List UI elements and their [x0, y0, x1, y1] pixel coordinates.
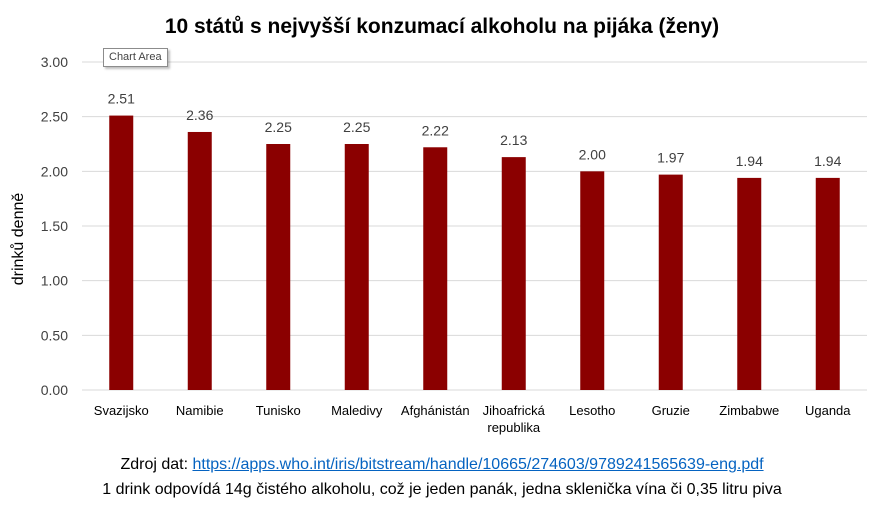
source-link[interactable]: https://apps.who.int/iris/bitstream/hand…	[192, 456, 764, 473]
y-tick-label: 2.00	[41, 163, 68, 179]
x-tick-labels: Svazijsko Namibie Tunisko Maledivy Afghánist…	[94, 403, 851, 435]
bar[interactable]	[344, 144, 369, 390]
bar[interactable]	[423, 147, 448, 390]
y-tick-label: 2.50	[41, 109, 68, 125]
x-tick-label: Tunisko	[256, 403, 301, 418]
drink-note: 1 drink odpovídá 14g čistého alkoholu, c…	[102, 481, 782, 498]
source-label: Zdroj dat:	[120, 456, 193, 473]
data-label: 1.94	[814, 153, 841, 169]
bar[interactable]	[737, 177, 762, 390]
data-label: 2.13	[500, 132, 527, 148]
bar[interactable]	[109, 115, 134, 390]
y-tick-label: 1.50	[41, 218, 68, 234]
x-tick-label: Uganda	[805, 403, 851, 418]
data-labels: 2.51 2.36 2.25 2.25 2.22 2.13 2.00 1.97 1.94 1.94	[108, 91, 842, 169]
bar-chart: 10 států s nejvyšší konzumací alkoholu n…	[9, 15, 867, 435]
data-label: 2.22	[422, 122, 449, 138]
bar[interactable]	[580, 171, 605, 390]
x-tick-label: Svazijsko	[94, 403, 149, 418]
y-axis-label: drinků denně	[9, 193, 27, 286]
bar[interactable]	[266, 144, 291, 390]
y-tick-label: 1.00	[41, 273, 68, 289]
bar[interactable]	[501, 157, 526, 390]
data-label: 1.94	[736, 153, 763, 169]
data-label: 2.25	[343, 119, 370, 135]
chart-area[interactable]: 10 států s nejvyšší konzumací alkoholu n…	[0, 0, 884, 455]
x-tick-label: Jihoafrická republika	[483, 403, 546, 435]
y-tick-label: 3.00	[41, 54, 68, 70]
x-tick-label: Lesotho	[569, 403, 615, 418]
chart-area-tooltip: Chart Area	[103, 48, 168, 67]
data-label: 2.36	[186, 107, 213, 123]
x-tick-label: Afghánistán	[401, 403, 470, 418]
bar[interactable]	[187, 131, 212, 390]
gridlines	[82, 61, 867, 391]
y-tick-label: 0.00	[41, 382, 68, 398]
x-tick-label: Maledivy	[331, 403, 383, 418]
data-label: 2.25	[265, 119, 292, 135]
x-tick-label: Zimbabwe	[719, 403, 779, 418]
y-tick-labels: 0.00 0.50 1.00 1.50 2.00 2.50 3.00	[41, 54, 68, 398]
x-tick-label: Namibie	[176, 403, 224, 418]
bar[interactable]	[658, 174, 683, 390]
bars	[109, 115, 840, 390]
chart-title: 10 států s nejvyšší konzumací alkoholu n…	[165, 15, 719, 38]
data-label: 1.97	[657, 150, 684, 166]
bar[interactable]	[815, 177, 840, 390]
x-tick-label: Gruzie	[652, 403, 690, 418]
source-line: Zdroj dat: https://apps.who.int/iris/bit…	[0, 456, 884, 474]
data-label: 2.00	[579, 146, 606, 162]
data-label: 2.51	[108, 91, 135, 107]
y-tick-label: 0.50	[41, 327, 68, 343]
